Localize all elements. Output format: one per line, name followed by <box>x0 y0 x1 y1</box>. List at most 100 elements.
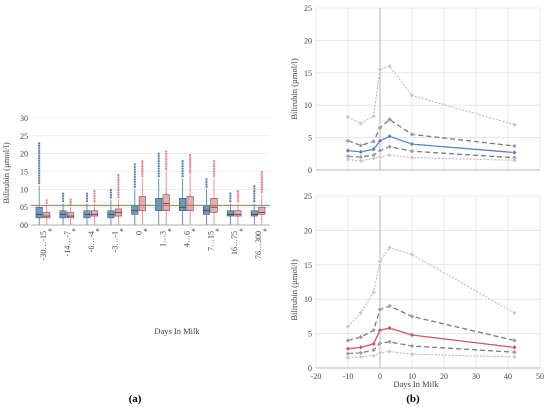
box <box>250 210 258 217</box>
y-tick-label: 25 <box>304 4 312 13</box>
box-outlier <box>236 189 240 193</box>
box-outlier <box>260 173 263 176</box>
series-line <box>347 247 515 328</box>
box-outlier <box>260 178 263 181</box>
data-point <box>387 348 393 355</box>
y-tick-label: 25 <box>20 132 28 141</box>
box-outlier <box>165 160 168 163</box>
data-point <box>371 138 377 145</box>
box-outlier <box>236 192 240 195</box>
data-point <box>409 351 415 357</box>
box <box>162 194 170 211</box>
box-outlier <box>181 162 184 165</box>
x-tick-label: -14…-7 <box>63 231 72 256</box>
data-point <box>387 116 393 122</box>
data-point <box>371 341 377 347</box>
x-tick-label: 10 <box>408 372 416 381</box>
series-line <box>347 305 515 342</box>
box-outlier <box>165 162 168 166</box>
box-outlier <box>188 158 192 162</box>
data-point <box>511 122 517 128</box>
box-outlier <box>188 168 192 172</box>
box-outlier <box>133 175 136 179</box>
box-outlier <box>165 167 168 171</box>
box-outlier <box>188 171 192 174</box>
box-outlier <box>93 189 96 193</box>
box-outlier <box>109 193 113 197</box>
box-outlier <box>117 183 120 187</box>
box-outlier <box>157 157 160 160</box>
y-tick-label: 10 <box>20 185 28 194</box>
data-point <box>345 114 351 120</box>
box-outlier <box>212 160 216 163</box>
data-point <box>377 258 383 264</box>
data-point <box>358 142 364 148</box>
box-outlier <box>165 152 168 156</box>
box-outlier <box>141 167 144 170</box>
box-outlier <box>93 194 96 198</box>
data-point <box>377 327 383 333</box>
box-outlier <box>133 173 136 176</box>
data-point <box>377 307 383 313</box>
data-point <box>345 351 351 357</box>
box-outlier <box>85 192 89 195</box>
y-tick-label: 5 <box>308 134 312 143</box>
box-outlier <box>157 162 160 165</box>
box-outlier <box>38 174 41 177</box>
y-tick-label: 20 <box>304 226 312 235</box>
panel-b-label: (b) <box>406 393 420 405</box>
box <box>186 196 194 211</box>
box-outlier <box>188 156 192 159</box>
box-outlier <box>157 174 160 178</box>
data-point <box>358 149 364 155</box>
data-point <box>511 337 517 343</box>
box <box>155 198 163 211</box>
box-outlier <box>141 165 144 168</box>
box-outlier <box>165 157 168 161</box>
box-outlier <box>61 194 65 198</box>
box-outlier <box>109 191 113 194</box>
x-tick-label: -10 <box>343 372 354 381</box>
box-outlier <box>38 142 41 145</box>
box-outlier <box>45 199 48 202</box>
box-outlier <box>85 197 89 200</box>
box-outlier <box>93 199 96 203</box>
box-outlier <box>236 199 240 203</box>
data-point <box>409 155 415 161</box>
y-tick-label: 20 <box>20 150 28 159</box>
box-outlier <box>133 165 136 169</box>
x-tick-label: 1…3 <box>158 231 167 247</box>
box-outlier <box>157 155 160 158</box>
data-point <box>409 343 415 349</box>
box-outlier <box>157 160 160 163</box>
x-tick-label: 40 <box>504 372 512 381</box>
box-outlier <box>188 153 192 157</box>
box-outlier <box>212 169 216 173</box>
box-outlier <box>181 172 184 175</box>
significance-star: * <box>191 227 195 236</box>
box <box>138 196 146 211</box>
data-point <box>345 337 351 343</box>
box <box>35 206 43 219</box>
box-outlier <box>181 165 184 168</box>
box-outlier <box>212 165 216 168</box>
box-outlier <box>109 188 113 192</box>
data-point <box>345 355 351 361</box>
data-point <box>377 138 383 144</box>
y-tick-label: 15 <box>304 261 312 270</box>
box-outlier <box>188 166 192 169</box>
box-outlier <box>38 159 41 162</box>
data-point <box>358 120 364 126</box>
box-outlier <box>93 197 96 200</box>
data-point <box>358 158 364 164</box>
y-tick-label: 10 <box>304 295 312 304</box>
y-tick-label: 5 <box>308 330 312 339</box>
data-point <box>409 141 415 147</box>
line-panel-top: 0 5 10 15 20 25 <box>304 4 541 175</box>
data-point <box>371 327 377 333</box>
x-tick-label: -3…-1 <box>111 231 120 252</box>
panel-a-xlabel: Days In Milk <box>154 326 200 336</box>
data-point <box>409 313 415 319</box>
